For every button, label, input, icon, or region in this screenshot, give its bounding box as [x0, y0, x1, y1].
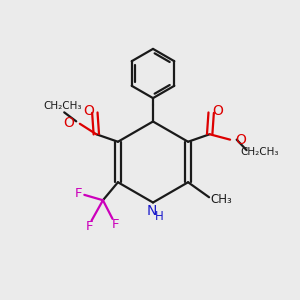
Text: CH₃: CH₃	[211, 193, 232, 206]
Text: N: N	[146, 204, 157, 218]
Text: F: F	[112, 218, 119, 231]
Text: O: O	[64, 116, 74, 130]
Text: O: O	[236, 133, 246, 147]
Text: O: O	[212, 104, 223, 118]
Text: CH₂CH₃: CH₂CH₃	[240, 147, 278, 157]
Text: F: F	[75, 187, 82, 200]
Text: CH₂CH₃: CH₂CH₃	[44, 101, 82, 111]
Text: F: F	[85, 220, 93, 232]
Text: H: H	[155, 209, 164, 223]
Text: O: O	[83, 104, 94, 118]
